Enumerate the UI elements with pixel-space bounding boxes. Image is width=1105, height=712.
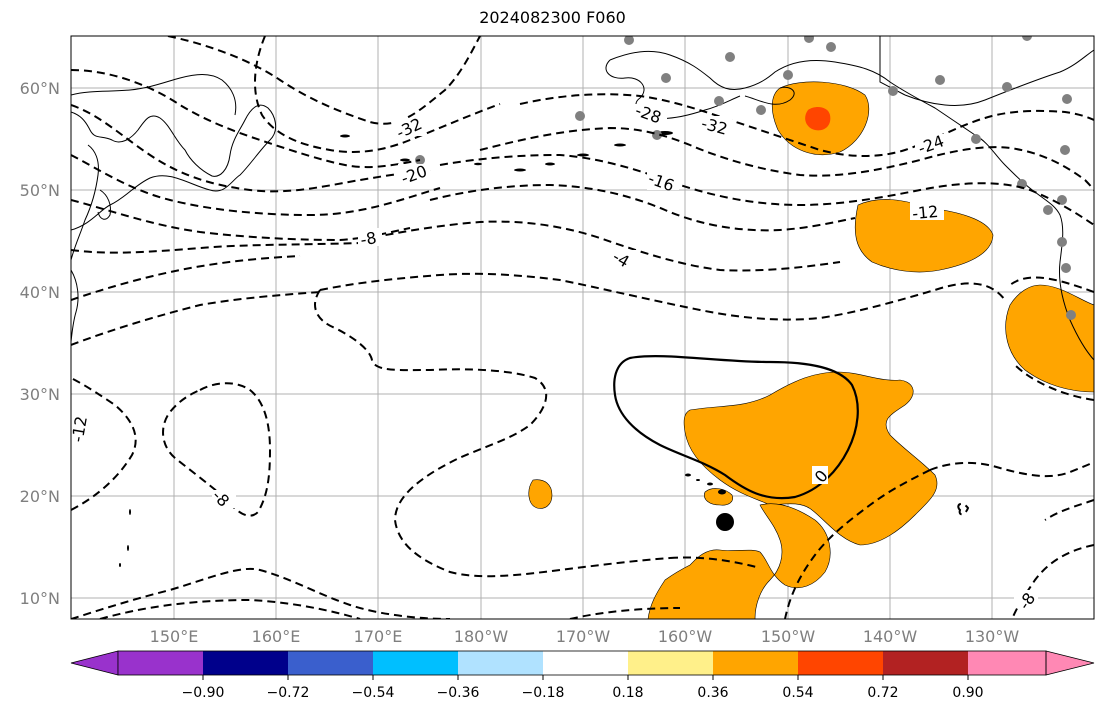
lat-label: 60°N <box>20 79 60 98</box>
latitude-labels: 60°N 50°N 40°N 30°N 20°N 10°N <box>20 79 60 608</box>
colorbar-segment <box>968 651 1046 675</box>
colorbar-segment <box>373 651 458 675</box>
colorbar-segment <box>883 651 968 675</box>
lon-label: 170°W <box>556 627 611 646</box>
contour-label: -12 <box>911 202 939 223</box>
lat-label: 50°N <box>20 181 60 200</box>
lon-label: 160°W <box>658 627 713 646</box>
lon-label: 130°W <box>965 627 1020 646</box>
station-markers <box>415 36 1076 320</box>
colorbar-tick-label: 0.72 <box>867 685 898 701</box>
contour-label: -12 <box>68 415 91 444</box>
contour-label: -8 <box>359 228 378 249</box>
colorbar-segment <box>288 651 373 675</box>
lat-label: 20°N <box>20 487 60 506</box>
colorbar-tick-label: −0.36 <box>437 685 480 701</box>
colorbar-tick-label: 0.90 <box>952 685 983 701</box>
colorbar-tick-label: 0.36 <box>697 685 728 701</box>
lon-label: 150°E <box>150 627 199 646</box>
lat-label: 10°N <box>20 589 60 608</box>
colorbar-extend-high <box>1045 650 1095 676</box>
colorbar-segment <box>628 651 713 675</box>
lon-label: 140°W <box>863 627 918 646</box>
dashed-contours <box>71 36 1094 619</box>
lon-label: 170°E <box>354 627 403 646</box>
colorbar-extend-low <box>70 650 119 676</box>
longitude-labels: 150°E 160°E 170°E 180°W 170°W 160°W 150°… <box>150 627 1020 646</box>
colorbar: −0.90 −0.72 −0.54 −0.36 −0.18 0.18 0.36 … <box>70 650 1095 701</box>
colorbar-segment <box>203 651 288 675</box>
colorbar-segment <box>543 651 628 675</box>
colorbar-segment <box>798 651 883 675</box>
lat-label: 40°N <box>20 283 60 302</box>
strong-anomaly-region <box>805 107 831 131</box>
zero-contour <box>613 354 859 500</box>
contour-label-group: -32 -28 -32 -24 -20 -16 -12 -8 -4 0 -8 -… <box>68 101 1039 613</box>
storm-center-marker <box>716 513 734 531</box>
lat-label: 30°N <box>20 385 60 404</box>
coastlines <box>71 36 1094 361</box>
colorbar-tick-label: −0.90 <box>182 685 225 701</box>
colorbar-segment <box>458 651 543 675</box>
lon-label: 180°W <box>454 627 509 646</box>
colorbar-tick-label: −0.72 <box>267 685 310 701</box>
colorbar-tick-label: −0.18 <box>522 685 565 701</box>
positive-anomaly-regions <box>528 81 1094 619</box>
lon-label: 150°W <box>761 627 816 646</box>
colorbar-segment <box>118 651 203 675</box>
map-title: 2024082300 F060 <box>479 8 626 27</box>
map-border <box>70 35 1095 620</box>
colorbar-segment <box>713 651 798 675</box>
lon-label: 160°E <box>252 627 301 646</box>
colorbar-tick-label: 0.54 <box>782 685 813 701</box>
colorbar-tick-label: −0.54 <box>352 685 395 701</box>
aleutian-islands <box>119 131 726 567</box>
colorbar-tick-label: 0.18 <box>612 685 643 701</box>
